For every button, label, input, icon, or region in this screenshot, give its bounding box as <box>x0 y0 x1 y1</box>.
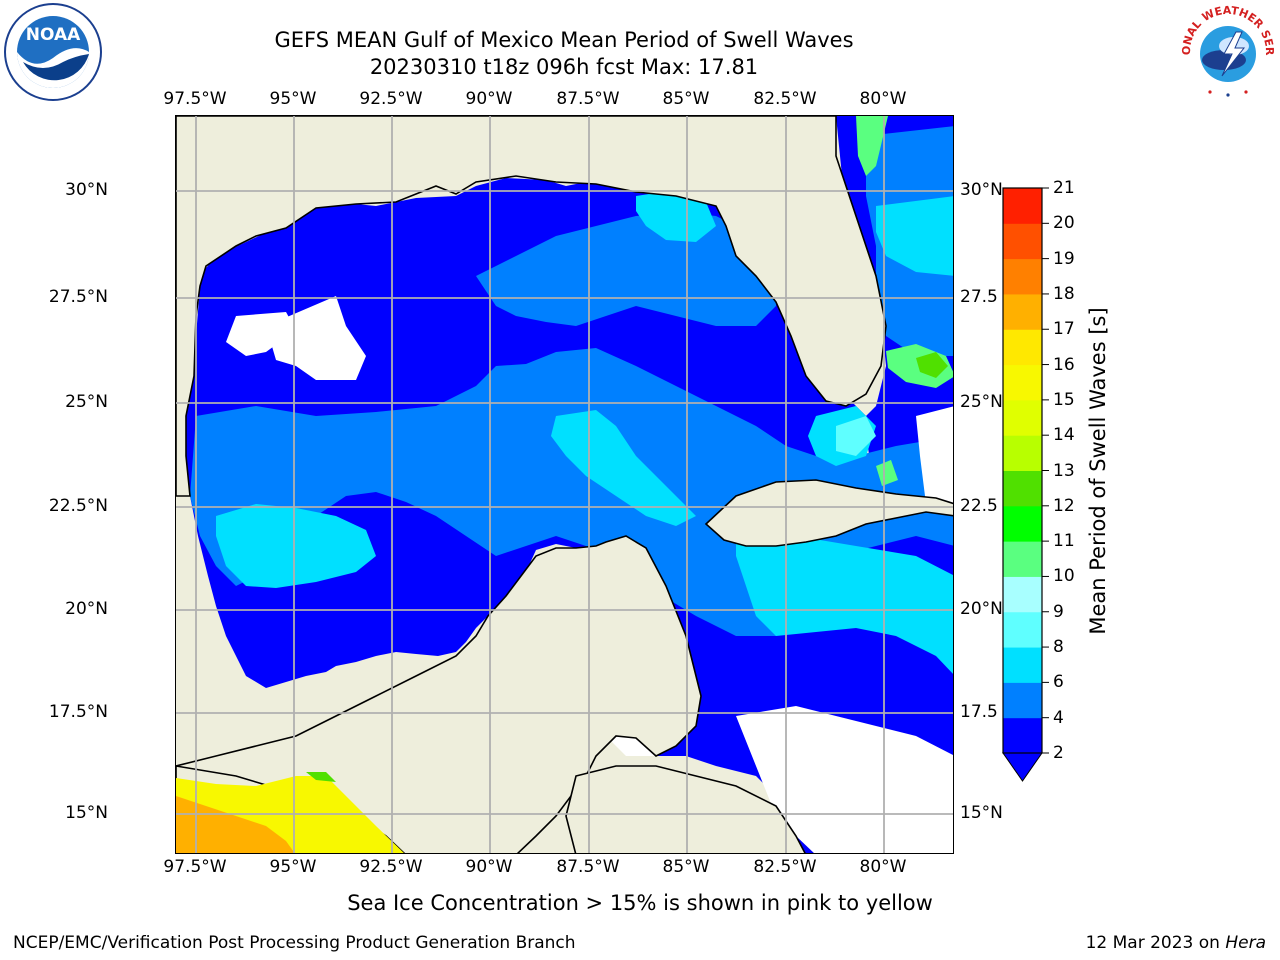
colorbar-label: Mean Period of Swell Waves [s] <box>1086 307 1110 635</box>
colorbar-tick-label: 13 <box>1053 460 1075 481</box>
lat-label-left: 20°N <box>65 599 108 619</box>
colorbar-band <box>1003 435 1042 471</box>
cuba-land <box>704 479 953 547</box>
lon-label-bottom: 95°W <box>269 857 317 877</box>
noaa-logo: NOAA <box>4 3 102 101</box>
pacific-swell-green <box>306 772 336 782</box>
colorbar-tick-label: 11 <box>1053 531 1075 552</box>
lon-label-bottom: 97.5°W <box>163 857 227 877</box>
colorbar-band <box>1003 258 1042 295</box>
colorbar-band <box>1003 717 1042 754</box>
colorbar-tick-label: 17 <box>1053 319 1075 340</box>
lon-label-top: 82.5°W <box>753 89 817 109</box>
colorbar-tick-label: 20 <box>1053 213 1075 234</box>
lat-label-left: 22.5°N <box>48 496 108 516</box>
lat-label-left: 25°N <box>65 392 108 412</box>
honduras-land <box>565 765 806 853</box>
colorbar-tick-label: 4 <box>1053 707 1064 728</box>
lon-label-top: 97.5°W <box>163 89 227 109</box>
colorbar-band <box>1003 399 1042 436</box>
map-title: GEFS MEAN Gulf of Mexico Mean Period of … <box>274 28 854 52</box>
lon-label-top: 90°W <box>465 89 513 109</box>
lat-label-right: 20°N <box>960 599 1003 619</box>
colorbar-tick-label: 12 <box>1053 495 1075 516</box>
pacific-swell-orange <box>176 796 295 853</box>
colorbar-band <box>1003 188 1042 224</box>
colorbar-tick-label: 8 <box>1053 637 1064 658</box>
colorbar-tick-label: 15 <box>1053 389 1075 410</box>
lat-label-left: 17.5°N <box>48 702 108 722</box>
lat-label-left: 27.5°N <box>48 287 108 307</box>
contour-10s <box>856 116 888 176</box>
lon-label-bottom: 80°W <box>859 857 907 877</box>
colorbar-tick-label: 2 <box>1053 743 1064 763</box>
contour-6s <box>876 196 953 276</box>
colorbar-tick-label: 14 <box>1053 425 1075 446</box>
contour-6s <box>216 504 376 588</box>
lat-label-left: 30°N <box>65 180 108 200</box>
colorbar-band <box>1003 576 1042 613</box>
lon-label-top: 87.5°W <box>556 89 620 109</box>
contour-10s <box>876 460 898 486</box>
graticule <box>176 116 953 853</box>
lon-label-top: 80°W <box>859 89 907 109</box>
map-panel <box>175 115 954 854</box>
map-canvas <box>176 116 953 853</box>
lon-label-top: 95°W <box>269 89 317 109</box>
no-data-area <box>916 406 953 506</box>
nws-logo: NATIONAL WEATHER SERVICE <box>1178 2 1276 100</box>
colorbar-tick-label: 19 <box>1053 248 1075 269</box>
lat-label-left: 15°N <box>65 803 108 823</box>
date-stamp: 12 Mar 2023 on Hera <box>1086 933 1266 953</box>
lon-label-bottom: 87.5°W <box>556 857 620 877</box>
yucatan-land <box>176 535 702 853</box>
colorbar-band <box>1003 505 1042 542</box>
lon-label-bottom: 92.5°W <box>359 857 423 877</box>
lat-label-right: 30°N <box>960 180 1003 200</box>
colorbar-tick-label: 18 <box>1053 283 1075 304</box>
colorbar-band <box>1003 541 1042 577</box>
colorbar-band <box>1003 293 1042 330</box>
colorbar-band <box>1003 647 1042 683</box>
colorbar-tick-label: 16 <box>1053 354 1075 375</box>
contour-9s <box>836 416 876 456</box>
colorbar-tick-label: 9 <box>1053 601 1064 622</box>
lon-label-bottom: 85°W <box>662 857 710 877</box>
no-data-area <box>736 706 953 853</box>
colorbar-band <box>1003 470 1042 507</box>
colorbar-extend-triangle <box>1002 752 1043 782</box>
date-text: 12 Mar 2023 on <box>1085 933 1226 953</box>
contour-6s <box>736 536 953 674</box>
lat-label-right: 17.5 <box>960 702 998 722</box>
colorbar-band <box>1003 364 1042 401</box>
colorbar <box>1002 187 1049 782</box>
colorbar-tick-label: 10 <box>1053 566 1075 587</box>
contour-12s <box>916 352 948 378</box>
lat-label-right: 27.5 <box>960 287 998 307</box>
colorbar-band <box>1003 223 1042 260</box>
footnote: Sea Ice Concentration > 15% is shown in … <box>347 891 933 915</box>
lon-label-bottom: 82.5°W <box>753 857 817 877</box>
colorbar-tick-label: 21 <box>1053 178 1075 198</box>
svg-text:NOAA: NOAA <box>26 25 81 45</box>
no-data-area <box>266 296 366 380</box>
machine-name: Hera <box>1225 933 1266 953</box>
credit-text: NCEP/EMC/Verification Post Processing Pr… <box>13 933 576 953</box>
colorbar-band <box>1003 682 1042 719</box>
contour-6s <box>551 410 696 526</box>
map-subtitle: 20230310 t18z 096h fcst Max: 17.81 <box>369 55 759 79</box>
colorbar-band <box>1003 611 1042 648</box>
lat-label-right: 15°N <box>960 803 1003 823</box>
contour-6s <box>636 190 716 242</box>
lat-label-right: 22.5 <box>960 496 998 516</box>
colorbar-band <box>1003 329 1042 366</box>
lon-label-bottom: 90°W <box>465 857 513 877</box>
lon-label-top: 85°W <box>662 89 710 109</box>
lon-label-top: 92.5°W <box>359 89 423 109</box>
lat-label-right: 25°N <box>960 392 1003 412</box>
colorbar-tick-label: 6 <box>1053 672 1064 693</box>
